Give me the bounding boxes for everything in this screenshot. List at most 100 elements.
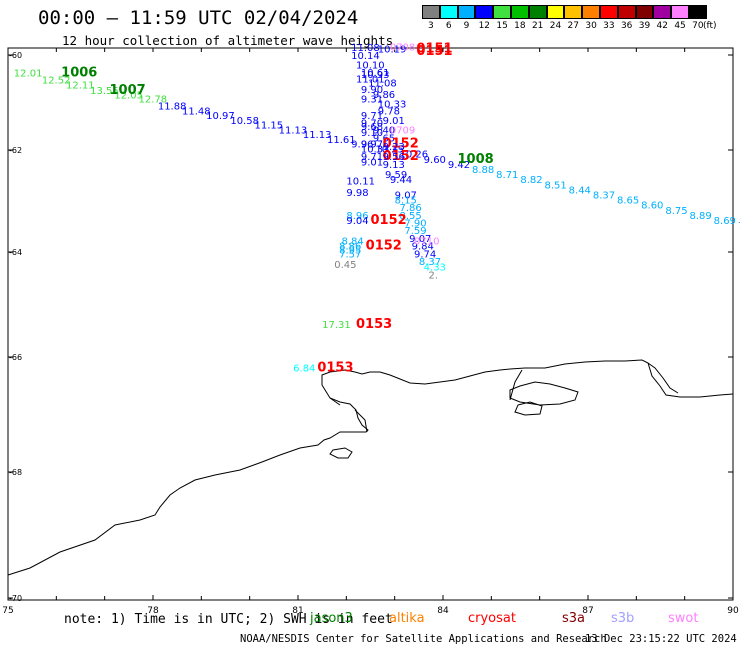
y-tick-label: -60 [9, 51, 22, 60]
wave-height-value: 4.33 [424, 262, 446, 273]
y-tick-label: -68 [9, 468, 22, 477]
scale-swatch [688, 5, 707, 19]
wave-height-value: 9.56 [383, 152, 405, 163]
wave-height-value: 7.90 [404, 219, 426, 230]
y-tick-label: -70 [9, 594, 22, 603]
wave-height-value: 8.51 [545, 180, 567, 191]
wave-height-value: 9.10 [361, 128, 383, 139]
wave-height-value: 9.74 [414, 249, 436, 260]
scale-label: 6 [445, 21, 452, 31]
wave-height-value: 11.08 [351, 43, 380, 54]
chart-subtitle: 12 hour collection of altimeter wave hei… [62, 33, 394, 48]
wave-height-value: 9.07 [395, 190, 417, 201]
coastline-connector [329, 369, 523, 433]
wave-height-value: 7.57 [339, 249, 361, 260]
credit-text: NOAA/NESDIS Center for Satellite Applica… [240, 633, 607, 645]
scale-label: 33 [603, 21, 615, 31]
wave-height-value: 9.71 [361, 152, 383, 163]
scale-label: 18 [514, 21, 526, 31]
wave-height-value: 8.60 [641, 201, 663, 212]
wave-height-value: 10.93 [361, 70, 390, 81]
pass-id-label: 1008 [458, 152, 494, 167]
wave-height-value: 9.31 [361, 95, 383, 106]
wave-height-value: 11.48 [182, 106, 211, 117]
wave-height-value: 9.01 [361, 157, 383, 168]
scale-label: 24 [549, 21, 562, 31]
wave-height-value: 12.05 [114, 91, 143, 102]
wave-height-value: 7.59 [404, 226, 426, 237]
wave-height-value: 11.13 [303, 130, 332, 141]
wave-height-value: 7.86 [400, 203, 422, 214]
wave-height-value: 8.86 [339, 241, 361, 252]
wave-height-value: 10.11 [346, 177, 375, 188]
scale-label: 21 [531, 21, 544, 31]
scale-swatch [564, 5, 583, 19]
satellite-legend-item: swot [668, 611, 699, 626]
scale-swatch [617, 5, 636, 19]
map-frame [7, 47, 734, 601]
scale-label: 42 [656, 21, 668, 31]
wave-height-value: 9.13 [383, 160, 405, 171]
pass-id-label: 0153 [356, 317, 392, 332]
wave-height-value: 10.25 [375, 145, 404, 156]
chart-title: 00:00 – 11:59 UTC 02/04/2024 [38, 7, 359, 29]
wave-height-value: 9.23 [383, 142, 405, 153]
wave-height-value: 9.86 [373, 90, 395, 101]
scale-swatch [510, 5, 529, 19]
wave-height-value: 8.89 [690, 211, 712, 222]
wave-height-value: 9.65 [373, 133, 395, 144]
scale-swatch [422, 5, 440, 19]
wave-height-value: 8.69 [714, 216, 736, 227]
pass-id-label: 0152 [371, 213, 407, 228]
wave-height-value: 8.75 [665, 206, 687, 217]
wave-height-value: 11.61 [327, 135, 356, 146]
x-tick-label: 87 [582, 606, 593, 616]
pass-id-label: 0153 [317, 360, 353, 375]
wave-height-value: 9.44 [390, 175, 412, 186]
scale-swatch [546, 5, 565, 19]
color-scale-legend: 3 6 9 12 15 18 21 24 27 30 33 36 39 42 45 70 [422, 5, 707, 31]
axis-ticks: 75 78 81 84 87 90 -60 -62 -64 -66 -68 -70 [2, 48, 739, 616]
wave-height-value: 6.84 [293, 363, 315, 374]
satellite-legend-item: jason3 [310, 611, 353, 626]
wave-height-value: 10.26 [400, 150, 429, 161]
wave-height-value: 8.37 [419, 257, 441, 268]
observation-labels: 12.01 100612.5212.1113.5512.05100712.7811… [14, 42, 740, 376]
wave-height-value: 9.01 [383, 116, 405, 127]
pass-id-label: 0151 [416, 42, 452, 57]
wave-height-value: 10.58 [230, 116, 259, 127]
wave-height-value: 9.68 [361, 122, 383, 133]
scale-swatch [599, 5, 618, 19]
scale-units: (ft) [703, 21, 717, 31]
y-tick-label: -64 [9, 248, 22, 257]
x-tick-label: 81 [292, 606, 303, 616]
pass-id-label: 0152 [383, 149, 419, 164]
x-tick-label: 90 [727, 606, 739, 616]
footnote: note: 1) Time is in UTC; 2) SWH is in fe… [64, 612, 393, 627]
wave-height-value: 0710 [414, 236, 439, 247]
wave-height-value: 0.45 [334, 260, 356, 271]
scale-swatch [493, 5, 511, 19]
wave-height-value: 9.40 [373, 125, 395, 136]
wave-height-value: 9.42 [448, 160, 470, 171]
wave-height-value: 9.70 [361, 118, 383, 129]
wave-height-value: 9.97 [361, 140, 383, 151]
scale-swatch [475, 5, 494, 19]
wave-height-value: 8.44 [569, 185, 591, 196]
wave-height-value: 9.98 [346, 188, 368, 199]
satellite-legend-item: s3b [611, 611, 635, 626]
wave-height-value: 9.04 [346, 216, 368, 227]
wave-height-value: 8.15 [395, 196, 417, 207]
x-tick-label: 75 [2, 606, 13, 616]
scale-label: 45 [674, 21, 686, 31]
scale-label: 3 [428, 21, 434, 31]
wave-height-value: 7.94 [738, 221, 740, 232]
scale-label: 36 [620, 21, 633, 31]
scale-swatch [528, 5, 547, 19]
x-tick-label: 84 [437, 606, 449, 616]
wave-height-value: 10.33 [361, 145, 390, 156]
wave-height-value: 8.55 [400, 211, 422, 222]
scale-label: 12 [478, 21, 491, 31]
wave-height-value: 11.15 [255, 121, 284, 132]
wave-height-value: 9.60 [424, 155, 446, 166]
